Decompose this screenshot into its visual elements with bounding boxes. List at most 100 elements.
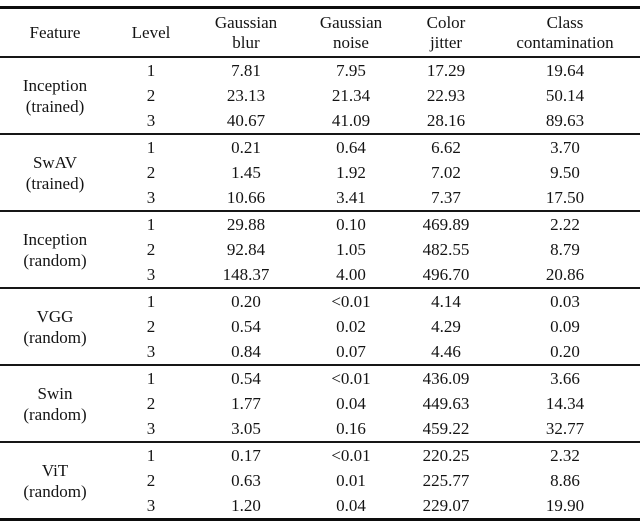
gaussian-blur-value: 0.54 — [231, 316, 261, 336]
color-jitter-value: 22.93 — [426, 85, 466, 105]
gaussian-blur-value: 0.20 — [231, 291, 261, 311]
gaussian-blur-value: 148.37 — [222, 264, 270, 284]
gaussian-noise-value: 0.04 — [336, 495, 366, 515]
header-line: noise — [333, 32, 369, 52]
level-cell: 2 — [146, 316, 156, 336]
color-jitter-value: 436.09 — [422, 368, 470, 388]
col-header-gaussian-blur: Gaussian blur — [192, 8, 300, 58]
level-cell: 1 — [146, 137, 156, 157]
gaussian-noise-value: 41.09 — [331, 110, 371, 130]
table-row: 2 23.13 21.34 22.93 50.14 — [0, 83, 640, 108]
feature-qualifier: (trained) — [25, 173, 85, 193]
gaussian-noise-value: <0.01 — [331, 445, 371, 465]
level-cell: 1 — [146, 60, 156, 80]
class-contamination-value: 9.50 — [550, 162, 580, 182]
table-row: 3 10.66 3.41 7.37 17.50 — [0, 185, 640, 211]
class-contamination-value: 19.90 — [545, 495, 585, 515]
gaussian-noise-value: 0.04 — [336, 393, 366, 413]
table-row: 2 1.77 0.04 449.63 14.34 — [0, 391, 640, 416]
gaussian-blur-value: 0.63 — [231, 470, 261, 490]
class-contamination-value: 0.09 — [550, 316, 580, 336]
feature-name: Inception — [22, 75, 88, 95]
gaussian-blur-value: 40.67 — [226, 110, 266, 130]
table-row: 3 40.67 41.09 28.16 89.63 — [0, 108, 640, 134]
color-jitter-value: 28.16 — [426, 110, 466, 130]
table-row: 3 0.84 0.07 4.46 0.20 — [0, 339, 640, 365]
gaussian-blur-value: 0.84 — [231, 341, 261, 361]
level-cell: 3 — [146, 495, 156, 515]
feature-qualifier: (random) — [23, 481, 87, 501]
col-header-gaussian-noise: Gaussian noise — [300, 8, 402, 58]
table-row: Inception (random) 1 29.88 0.10 469.89 2.22 — [0, 211, 640, 270]
feature-qualifier: (random) — [23, 250, 87, 270]
table-header: Feature Level Gaussian blur Gaussian noi… — [0, 8, 640, 58]
gaussian-blur-value: 0.54 — [231, 368, 261, 388]
table-row: 2 92.84 1.05 482.55 8.79 — [0, 237, 640, 262]
feature-name: Inception — [22, 229, 88, 249]
gaussian-noise-value: 1.05 — [336, 239, 366, 259]
class-contamination-value: 2.22 — [550, 214, 580, 234]
class-contamination-value: 14.34 — [545, 393, 585, 413]
gaussian-blur-value: 0.21 — [231, 137, 261, 157]
class-contamination-value: 19.64 — [545, 60, 585, 80]
table-row: 2 1.45 1.92 7.02 9.50 — [0, 160, 640, 185]
class-contamination-value: 3.70 — [550, 137, 580, 157]
header-row: Feature Level Gaussian blur Gaussian noi… — [0, 8, 640, 58]
gaussian-noise-value: 0.16 — [336, 418, 366, 438]
gaussian-blur-value: 1.20 — [231, 495, 261, 515]
header-line: Class — [546, 12, 584, 32]
feature-qualifier: (trained) — [25, 96, 85, 116]
level-cell: 1 — [146, 291, 156, 311]
feature-name: VGG — [36, 306, 74, 326]
col-header-feature: Feature — [29, 22, 81, 42]
color-jitter-value: 469.89 — [422, 214, 470, 234]
class-contamination-value: 50.14 — [545, 85, 585, 105]
color-jitter-value: 4.29 — [431, 316, 461, 336]
table-row: 3 1.20 0.04 229.07 19.90 — [0, 493, 640, 520]
class-contamination-value: 17.50 — [545, 187, 585, 207]
color-jitter-value: 482.55 — [422, 239, 470, 259]
feature-group: Inception (random) 1 29.88 0.10 469.89 2.22 2 92… — [0, 211, 640, 288]
gaussian-blur-value: 29.88 — [226, 214, 266, 234]
gaussian-blur-value: 92.84 — [226, 239, 266, 259]
feature-qualifier: (random) — [23, 404, 87, 424]
class-contamination-value: 89.63 — [545, 110, 585, 130]
level-cell: 3 — [146, 187, 156, 207]
level-cell: 2 — [146, 162, 156, 182]
level-cell: 2 — [146, 393, 156, 413]
color-jitter-value: 7.37 — [431, 187, 461, 207]
gaussian-noise-value: <0.01 — [331, 368, 371, 388]
feature-cell: Swin (random) — [0, 365, 110, 442]
color-jitter-value: 225.77 — [422, 470, 470, 490]
gaussian-noise-value: 1.92 — [336, 162, 366, 182]
header-line: Gaussian — [319, 12, 383, 32]
table-row: 2 0.63 0.01 225.77 8.86 — [0, 468, 640, 493]
header-line: Color — [426, 12, 466, 32]
class-contamination-value: 32.77 — [545, 418, 585, 438]
level-cell: 2 — [146, 470, 156, 490]
feature-group: VGG (random) 1 0.20 <0.01 4.14 0.03 2 0.54 0.02 4.… — [0, 288, 640, 365]
feature-cell: Inception (random) — [0, 211, 110, 288]
feature-name: SwAV — [32, 152, 78, 172]
color-jitter-value: 496.70 — [422, 264, 470, 284]
class-contamination-value: 2.32 — [550, 445, 580, 465]
color-jitter-value: 459.22 — [422, 418, 470, 438]
feature-name: Swin — [37, 383, 73, 403]
table-row: Inception (trained) 1 7.81 7.95 17.29 19.64 — [0, 57, 640, 116]
level-cell: 3 — [146, 264, 156, 284]
level-cell: 3 — [146, 418, 156, 438]
color-jitter-value: 229.07 — [422, 495, 470, 515]
table-row: Swin (random) 1 0.54 <0.01 436.09 3.66 — [0, 365, 640, 424]
table-row: ViT (random) 1 0.17 <0.01 220.25 2.32 — [0, 442, 640, 501]
col-header-class-contamination: Class contamination — [490, 8, 640, 58]
feature-cell: SwAV (trained) — [0, 134, 110, 211]
color-jitter-value: 4.14 — [431, 291, 461, 311]
table-row: 3 148.37 4.00 496.70 20.86 — [0, 262, 640, 288]
gaussian-blur-value: 3.05 — [231, 418, 261, 438]
paper-table-page: Feature Level Gaussian blur Gaussian noi… — [0, 6, 640, 529]
level-cell: 1 — [146, 445, 156, 465]
feature-cell: VGG (random) — [0, 288, 110, 365]
class-contamination-value: 8.86 — [550, 470, 580, 490]
level-cell: 3 — [146, 341, 156, 361]
level-cell: 2 — [146, 85, 156, 105]
